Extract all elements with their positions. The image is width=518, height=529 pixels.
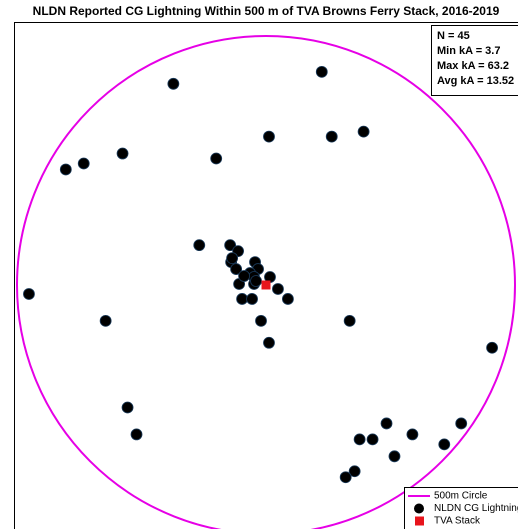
lightning-point	[99, 314, 112, 327]
stack-marker	[261, 280, 271, 290]
lightning-point	[366, 433, 379, 446]
lightning-point	[486, 341, 498, 354]
lightning-point	[250, 275, 262, 287]
lightning-point	[230, 263, 243, 275]
lightning-point	[121, 401, 134, 414]
stats-text: Avg kA = 13.52	[437, 75, 514, 87]
lightning-point	[255, 314, 267, 327]
lightning-point	[315, 65, 328, 78]
lightning-point	[357, 125, 370, 138]
lightning-point	[193, 239, 206, 252]
lightning-point	[272, 283, 284, 295]
lightning-point	[23, 288, 35, 300]
legend-swatch	[414, 503, 424, 514]
lightning-point	[380, 417, 393, 430]
lightning-point	[246, 293, 258, 305]
lightning-point	[226, 252, 239, 265]
lightning-point	[116, 147, 129, 160]
lightning-point	[236, 293, 248, 305]
lightning-point	[406, 428, 419, 441]
lightning-point	[282, 293, 294, 305]
stats-box	[431, 25, 518, 96]
lightning-point	[339, 471, 352, 484]
lightning-point	[348, 465, 361, 478]
lightning-point	[438, 438, 451, 451]
lightning-point	[238, 270, 250, 282]
chart-title: NLDN Reported CG Lightning Within 500 m …	[33, 4, 500, 18]
lightning-point	[455, 417, 468, 430]
lightning-point	[224, 239, 237, 252]
legend-label: TVA Stack	[434, 516, 481, 527]
lightning-point	[210, 152, 223, 165]
lightning-point	[167, 77, 180, 90]
lightning-point	[343, 314, 356, 327]
stats-text: N = 45	[437, 30, 470, 42]
lightning-point	[263, 130, 275, 143]
stats-text: Max kA = 63.2	[437, 60, 509, 72]
lightning-point	[77, 157, 90, 170]
lightning-point	[130, 428, 143, 441]
lightning-point	[388, 450, 401, 463]
lightning-point	[353, 433, 366, 446]
range-circle	[16, 35, 516, 529]
stats-text: Min kA = 3.7	[437, 45, 500, 57]
legend-label: 500m Circle	[434, 491, 488, 502]
lightning-point	[59, 163, 72, 176]
lightning-point	[325, 130, 338, 143]
legend-label: NLDN CG Lightning	[434, 503, 518, 514]
plot-frame	[14, 22, 518, 529]
legend-swatch	[415, 516, 424, 526]
lightning-point	[263, 336, 275, 349]
